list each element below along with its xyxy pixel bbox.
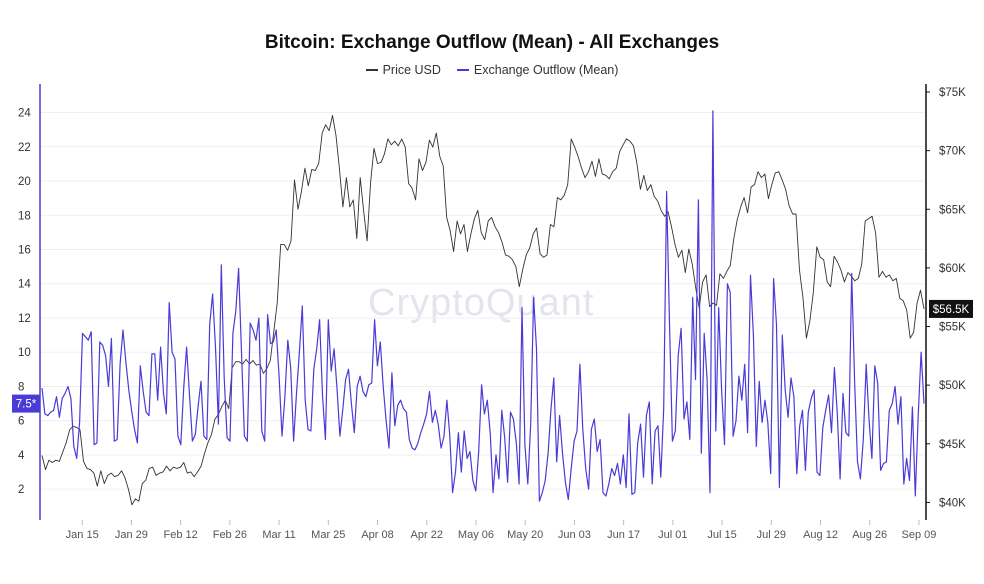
left-current-badge-label: 7.5* <box>16 399 37 411</box>
x-axis-tick: Mar 25 <box>311 529 345 541</box>
right-current-badge <box>929 299 973 318</box>
left-axis-tick: 14 <box>18 279 31 291</box>
x-axis-tick: Sep 09 <box>902 529 937 541</box>
x-axis-tick: May 20 <box>507 529 543 541</box>
x-axis-tick: Jun 03 <box>558 529 591 541</box>
legend-label-price: Price USD <box>382 63 441 77</box>
x-axis-tick: Aug 12 <box>803 529 838 541</box>
right-axis-tick: $70K <box>939 146 966 158</box>
left-axis-tick: 2 <box>18 484 24 496</box>
right-axis-tick: $65K <box>939 204 966 216</box>
right-current-badge-label: $56.5K <box>933 304 970 316</box>
left-axis-tick: 8 <box>18 381 24 393</box>
right-axis-tick: $75K <box>939 87 966 99</box>
outflow-series <box>41 110 925 502</box>
legend: Price USD Exchange Outflow (Mean) <box>0 63 984 77</box>
x-axis-tick: Jul 01 <box>658 529 687 541</box>
x-axis-tick: Jul 29 <box>757 529 786 541</box>
x-axis-tick: Jul 15 <box>707 529 736 541</box>
legend-swatch-outflow <box>456 69 469 71</box>
left-axis-tick: 4 <box>18 450 25 462</box>
price-usd-line <box>41 115 925 506</box>
legend-item-price[interactable]: Price USD <box>365 63 441 77</box>
x-axis-tick: Jan 29 <box>115 529 148 541</box>
right-axis-tick: $60K <box>939 263 966 275</box>
price-series <box>41 115 925 506</box>
chart-title: Bitcoin: Exchange Outflow (Mean) - All E… <box>264 32 720 53</box>
left-axis-tick: 20 <box>18 176 31 188</box>
legend-swatch-price <box>365 69 378 71</box>
left-axis-tick: 10 <box>18 347 31 359</box>
x-axis-tick: Feb 26 <box>213 529 247 541</box>
left-axis-tick: 16 <box>18 245 31 257</box>
legend-item-outflow[interactable]: Exchange Outflow (Mean) <box>456 63 619 77</box>
x-axis-tick: Apr 22 <box>411 529 443 541</box>
right-axis-tick: $50K <box>939 380 966 392</box>
grid-lines <box>40 112 926 490</box>
legend-label-outflow: Exchange Outflow (Mean) <box>473 63 619 77</box>
watermark: CryptoQuant <box>368 282 595 324</box>
x-axis-tick: Aug 26 <box>852 529 887 541</box>
right-axis-tick: $45K <box>939 439 966 451</box>
x-axis-tick: Jun 17 <box>607 529 640 541</box>
x-axis-tick: Jan 15 <box>66 529 99 541</box>
left-axis-tick: 6 <box>18 416 24 428</box>
exchange-outflow-line <box>41 110 925 502</box>
left-current-badge <box>12 394 40 413</box>
x-axis-tick: May 06 <box>458 529 494 541</box>
axes: 24681012141618202224$40K$45K$50K$55K$60K… <box>12 84 973 541</box>
left-axis-tick: 12 <box>18 313 31 325</box>
x-axis-tick: Mar 11 <box>262 529 295 541</box>
right-axis-tick: $40K <box>939 497 966 509</box>
left-axis-tick: 22 <box>18 142 31 154</box>
x-axis-tick: Apr 08 <box>361 529 393 541</box>
left-axis-tick: 24 <box>18 108 31 120</box>
left-axis-tick: 18 <box>18 210 31 222</box>
right-axis-tick: $55K <box>939 322 966 334</box>
x-axis-tick: Feb 12 <box>164 529 198 541</box>
